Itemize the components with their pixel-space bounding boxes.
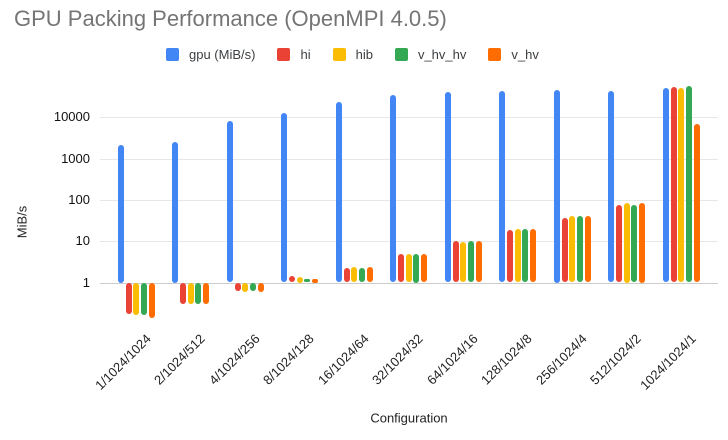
legend-swatch-icon xyxy=(166,47,179,61)
bar-gpu-mib-s[interactable] xyxy=(444,92,451,283)
bar-v-hv-hv[interactable] xyxy=(467,241,474,283)
x-tick-label: 16/1024/64 xyxy=(314,331,372,388)
bar-hi[interactable] xyxy=(180,282,186,304)
bar-hi[interactable] xyxy=(343,268,350,283)
bar-v-hv[interactable] xyxy=(475,241,482,283)
bar-v-hv-hv[interactable] xyxy=(685,86,692,283)
legend: gpu (MiB/s) hi hib v_hv_hv v_hv xyxy=(166,46,539,62)
chart-title: GPU Packing Performance (OpenMPI 4.0.5) xyxy=(14,6,447,31)
bar-gpu-mib-s[interactable] xyxy=(335,102,342,283)
legend-item-v-hv: v_hv xyxy=(488,46,539,62)
y-tick-label: 10 xyxy=(75,233,90,248)
bar-gpu-mib-s[interactable] xyxy=(117,144,124,283)
x-tick-label: 32/1024/32 xyxy=(369,331,427,388)
x-tick-label: 128/1024/8 xyxy=(478,331,536,388)
bar-v-hv[interactable] xyxy=(530,228,537,283)
x-tick-label: 1/1024/1024 xyxy=(91,331,154,393)
x-tick-label: 8/1024/128 xyxy=(260,331,318,388)
y-tick-label: 100 xyxy=(68,192,90,207)
legend-item-v-hv-hv: v_hv_hv xyxy=(394,46,467,62)
bar-hib[interactable] xyxy=(133,282,140,316)
legend-swatch-icon xyxy=(332,47,346,61)
bar-v-hv-hv[interactable] xyxy=(631,205,638,283)
bar-v-hv-hv[interactable] xyxy=(522,228,529,283)
x-tick-label: 1024/1024/1 xyxy=(636,331,699,393)
bar-hi[interactable] xyxy=(234,282,241,291)
legend-label: hi xyxy=(300,46,311,62)
bar-v-hv[interactable] xyxy=(639,203,646,283)
bar-v-hv-hv[interactable] xyxy=(140,282,147,316)
bar-hi[interactable] xyxy=(452,241,459,283)
bar-v-hv-hv[interactable] xyxy=(195,282,202,305)
x-tick-label: 64/1024/16 xyxy=(423,331,481,388)
y-tick-label: 1 xyxy=(82,275,90,290)
gridline xyxy=(100,200,718,201)
bar-hib[interactable] xyxy=(187,282,194,304)
bar-gpu-mib-s[interactable] xyxy=(553,89,560,283)
bar-v-hv-hv[interactable] xyxy=(576,216,583,283)
legend-label: gpu (MiB/s) xyxy=(189,46,256,62)
bar-hib[interactable] xyxy=(569,216,576,283)
bar-gpu-mib-s[interactable] xyxy=(608,90,615,283)
bar-hi[interactable] xyxy=(561,218,568,283)
bar-gpu-mib-s[interactable] xyxy=(226,121,233,283)
bar-hib[interactable] xyxy=(405,254,412,283)
bar-gpu-mib-s[interactable] xyxy=(662,88,669,283)
bar-hi[interactable] xyxy=(398,253,404,283)
bar-v-hv-hv[interactable] xyxy=(249,282,256,291)
bar-hib[interactable] xyxy=(351,266,358,283)
legend-swatch-icon xyxy=(488,47,502,61)
bar-v-hv[interactable] xyxy=(203,282,210,305)
bar-hib[interactable] xyxy=(623,203,630,283)
bar-v-hv[interactable] xyxy=(148,282,155,318)
gridline xyxy=(100,117,718,118)
legend-label: hib xyxy=(355,46,373,62)
gridline xyxy=(100,241,718,242)
bar-v-hv[interactable] xyxy=(693,124,700,283)
bar-hi[interactable] xyxy=(507,229,513,283)
x-tick-label: 4/1024/256 xyxy=(205,331,263,388)
x-tick-label: 2/1024/512 xyxy=(151,331,209,388)
y-tick-label: 10000 xyxy=(53,109,90,124)
bar-v-hv[interactable] xyxy=(421,253,428,283)
legend-label: v_hv xyxy=(511,46,539,62)
y-tick-label: 1000 xyxy=(61,151,90,166)
gridline xyxy=(100,283,718,284)
legend-item-gpu-mib-s: gpu (MiB/s) xyxy=(166,47,255,62)
bar-hi[interactable] xyxy=(616,205,622,283)
bar-gpu-mib-s[interactable] xyxy=(281,112,288,283)
legend-item-hib: hib xyxy=(332,46,373,62)
bar-v-hv[interactable] xyxy=(366,266,373,283)
bar-v-hv[interactable] xyxy=(312,278,319,283)
bar-hib[interactable] xyxy=(460,241,467,283)
legend-swatch-icon xyxy=(394,47,408,61)
bar-v-hv[interactable] xyxy=(257,282,264,292)
bar-hib[interactable] xyxy=(296,276,303,283)
bar-hi[interactable] xyxy=(125,282,132,315)
x-axis-title: Configuration xyxy=(370,410,448,426)
bar-hi[interactable] xyxy=(289,275,295,283)
bar-gpu-mib-s[interactable] xyxy=(172,141,179,283)
legend-item-hi: hi xyxy=(277,46,311,62)
legend-swatch-icon xyxy=(277,47,291,61)
bar-hib[interactable] xyxy=(242,282,249,292)
bar-gpu-mib-s[interactable] xyxy=(499,90,506,283)
gridline xyxy=(100,159,718,160)
x-tick-label: 256/1024/4 xyxy=(532,331,590,388)
bar-v-hv-hv[interactable] xyxy=(358,268,365,283)
legend-label: v_hv_hv xyxy=(417,46,467,62)
bar-v-hv-hv[interactable] xyxy=(304,279,311,283)
bar-v-hv[interactable] xyxy=(584,216,591,283)
y-axis-title: MiB/s xyxy=(14,205,30,239)
x-tick-label: 512/1024/2 xyxy=(587,331,645,388)
bar-v-hv-hv[interactable] xyxy=(413,254,420,283)
bar-hi[interactable] xyxy=(670,86,677,283)
bar-gpu-mib-s[interactable] xyxy=(390,95,397,283)
bar-hib[interactable] xyxy=(678,88,685,283)
bar-hib[interactable] xyxy=(514,228,521,283)
